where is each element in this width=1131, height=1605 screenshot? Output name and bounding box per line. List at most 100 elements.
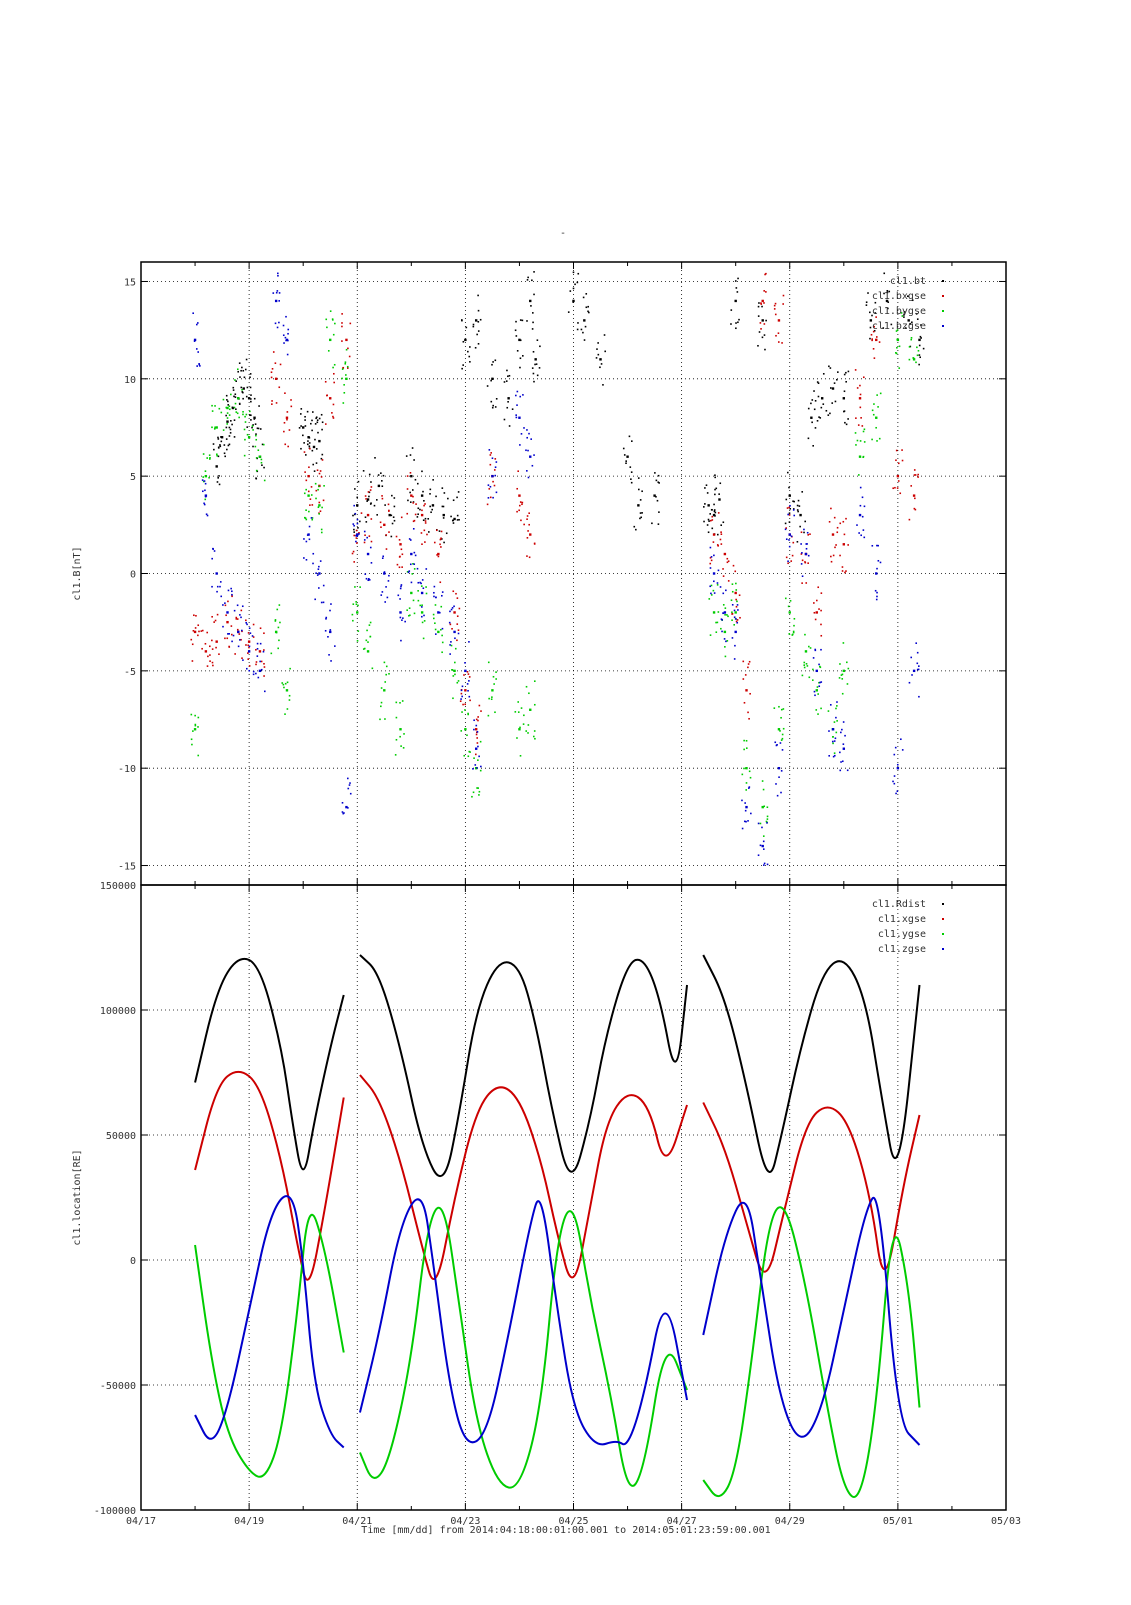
data-point-scatter	[488, 449, 491, 451]
data-point-scatter	[450, 608, 453, 611]
data-point-scatter	[488, 697, 490, 700]
data-point-scatter	[533, 380, 535, 383]
data-point-scatter	[462, 703, 464, 706]
data-point	[226, 620, 229, 624]
data-point-scatter	[400, 745, 402, 747]
data-point-scatter	[464, 662, 466, 664]
data-point-scatter	[719, 538, 722, 541]
data-point-scatter	[252, 673, 255, 676]
data-point-scatter	[486, 385, 489, 387]
data-point-scatter	[709, 567, 712, 569]
data-point-scatter	[785, 556, 788, 559]
data-point-scatter	[528, 692, 530, 695]
data-point-scatter	[279, 621, 281, 624]
legend-swatch	[942, 903, 944, 905]
data-point-scatter	[332, 366, 334, 369]
data-point-scatter	[423, 614, 425, 617]
data-point-scatter	[303, 557, 305, 559]
data-point-scatter	[491, 406, 494, 409]
data-point	[420, 611, 424, 614]
data-point-scatter	[388, 531, 390, 533]
data-point	[453, 630, 456, 634]
data-point-scatter	[736, 604, 739, 606]
data-point-scatter	[424, 541, 426, 543]
data-point-scatter	[515, 414, 517, 416]
data-point-scatter	[275, 631, 278, 634]
data-point-scatter	[814, 694, 816, 697]
data-point	[491, 474, 494, 478]
data-point-scatter	[277, 272, 279, 275]
data-point-scatter	[710, 592, 712, 595]
data-point-scatter	[360, 512, 363, 514]
data-point-scatter	[801, 582, 803, 584]
data-point-scatter	[310, 486, 313, 488]
data-point	[529, 455, 532, 458]
data-point-scatter	[363, 647, 366, 650]
data-point-scatter	[341, 368, 344, 370]
data-point-scatter	[495, 461, 498, 463]
data-point-scatter	[793, 617, 796, 620]
data-point-scatter	[276, 608, 279, 611]
data-point	[399, 543, 402, 546]
data-point-scatter	[383, 661, 386, 664]
data-point-scatter	[876, 440, 878, 442]
x-tick-label: 04/23	[450, 1516, 480, 1527]
data-point-scatter	[833, 740, 836, 742]
data-point-scatter	[245, 358, 248, 361]
data-point-scatter	[780, 739, 783, 741]
data-point-scatter	[461, 319, 463, 322]
data-point-scatter	[452, 499, 455, 502]
data-point-scatter	[233, 419, 236, 421]
data-point-scatter	[835, 731, 838, 734]
data-point	[858, 513, 862, 517]
data-point-scatter	[789, 507, 792, 510]
data-point-scatter	[519, 501, 522, 503]
data-point-scatter	[404, 620, 406, 623]
data-point-scatter	[492, 496, 494, 499]
data-point-scatter	[222, 398, 225, 401]
data-point-scatter	[233, 406, 236, 409]
data-point-scatter	[726, 561, 729, 564]
data-point-scatter	[585, 293, 588, 295]
data-point-scatter	[358, 533, 360, 535]
data-point-scatter	[760, 328, 762, 330]
data-point-scatter	[261, 464, 263, 466]
data-point-scatter	[897, 462, 900, 465]
data-point-scatter	[223, 444, 226, 446]
data-point-scatter	[204, 495, 207, 498]
data-point-scatter	[766, 822, 768, 824]
data-point-scatter	[813, 390, 815, 392]
data-point	[788, 533, 791, 536]
data-point	[242, 387, 245, 390]
data-point-scatter	[917, 349, 920, 352]
data-point-scatter	[527, 276, 529, 279]
data-point-scatter	[264, 690, 266, 693]
data-point-scatter	[352, 619, 354, 622]
data-point-scatter	[743, 748, 745, 751]
data-point-scatter	[574, 283, 576, 286]
data-point-scatter	[536, 339, 539, 341]
data-point-scatter	[789, 504, 791, 507]
data-point-scatter	[298, 427, 301, 429]
data-point-scatter	[233, 436, 236, 438]
data-point-scatter	[284, 392, 286, 394]
data-point-scatter	[720, 618, 723, 621]
data-point-scatter	[839, 751, 841, 754]
data-point-scatter	[831, 740, 834, 743]
data-point-scatter	[538, 367, 541, 369]
data-point-scatter	[793, 514, 796, 517]
data-point-scatter	[241, 657, 243, 659]
data-point-scatter	[300, 425, 302, 427]
data-point-scatter	[457, 632, 460, 635]
data-point-scatter	[811, 421, 813, 424]
data-point-scatter	[349, 782, 351, 784]
data-point-scatter	[405, 455, 408, 457]
data-point-scatter	[490, 379, 492, 382]
data-point-scatter	[799, 525, 801, 528]
data-point-scatter	[655, 495, 657, 498]
data-point-scatter	[226, 399, 228, 401]
data-point-scatter	[637, 477, 640, 479]
data-point-scatter	[255, 648, 257, 651]
data-point-scatter	[523, 714, 525, 717]
data-point-scatter	[733, 616, 736, 619]
